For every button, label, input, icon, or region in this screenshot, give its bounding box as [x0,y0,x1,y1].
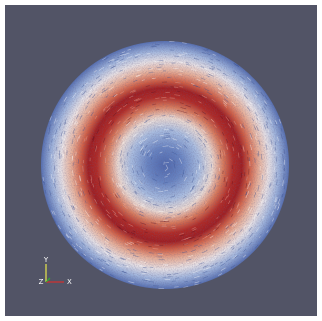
glyph [55,179,56,182]
page: {"axes": {"x": "X", "y": "Y", "z": "Z"}}… [0,0,322,321]
body: Y X Z (() => { const data = JSON.parse(d… [0,0,322,321]
z-axis-label: Z [39,278,44,286]
glyph-texture [40,40,290,290]
texture [40,40,290,290]
y-axis-label: Y [43,256,49,264]
x-axis-label: X [67,278,72,286]
render-view: Y X Z [0,0,322,321]
